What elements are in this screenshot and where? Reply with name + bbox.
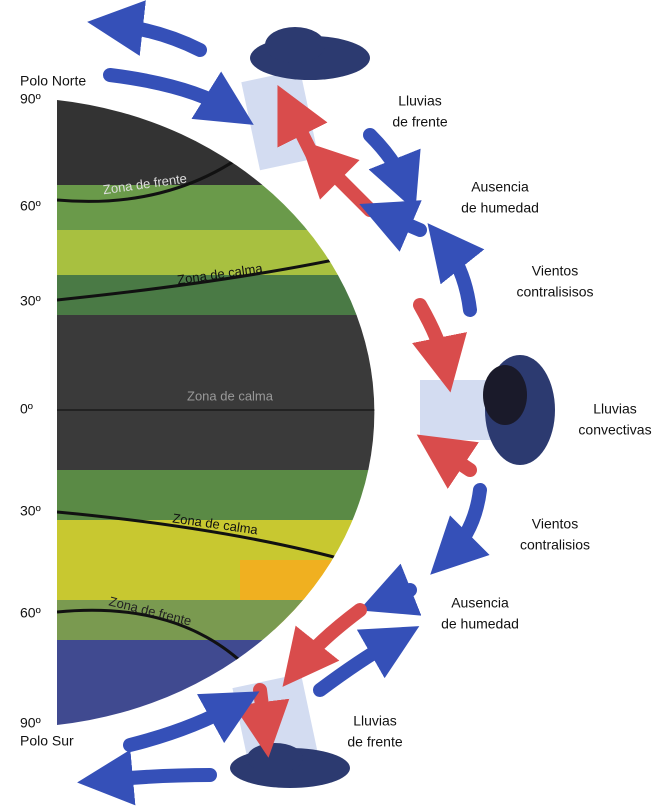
annotation-label: Lluvias bbox=[353, 713, 397, 729]
latitude-label: 90º bbox=[20, 91, 41, 107]
annotation-label: contralisios bbox=[520, 537, 590, 553]
latitude-label: 30º bbox=[20, 293, 41, 309]
diagram: Polo Norte Polo Sur 90º 60º 30º 0º 30º 60º 90º… bbox=[0, 0, 661, 810]
pole-label: Polo Sur bbox=[20, 733, 74, 749]
annotation-label: Lluvias bbox=[398, 93, 442, 109]
zone-label: Zona de calma bbox=[187, 388, 274, 403]
latitude-label: 90º bbox=[20, 715, 41, 731]
annotation-label: de frente bbox=[392, 114, 447, 130]
latitude-label: 60º bbox=[20, 605, 41, 621]
annotation-label: Vientos bbox=[532, 263, 578, 279]
annotation-label: convectivas bbox=[578, 422, 651, 438]
pole-label: Polo Norte bbox=[20, 73, 86, 89]
latitude-label: 60º bbox=[20, 198, 41, 214]
latitude-label: 30º bbox=[20, 503, 41, 519]
annotation-label: de humedad bbox=[441, 616, 519, 632]
annotation-label: Ausencia bbox=[451, 595, 509, 611]
annotation-label: contralisisos bbox=[516, 284, 593, 300]
annotation-label: de frente bbox=[347, 734, 402, 750]
annotation-label: Ausencia bbox=[471, 179, 529, 195]
annotation-label: de humedad bbox=[461, 200, 539, 216]
annotation-label: Vientos bbox=[532, 516, 578, 532]
latitude-label: 0º bbox=[20, 401, 33, 417]
annotation-label: Lluvias bbox=[593, 401, 637, 417]
